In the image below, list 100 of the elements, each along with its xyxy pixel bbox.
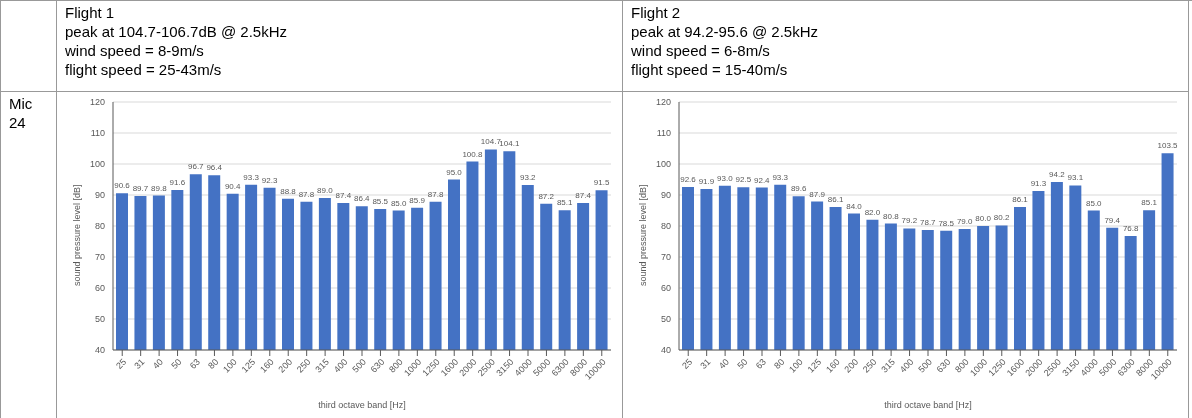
data-label: 92.6	[680, 174, 697, 184]
text: wind speed = 6-8m/s	[631, 41, 771, 60]
data-label: 87.8	[298, 189, 315, 199]
text: peak at 104.7-106.7dB @ 2.5kHz	[65, 22, 289, 41]
y-tick-label: 70	[660, 252, 671, 263]
data-label: 93.1	[1067, 173, 1084, 183]
x-axis-title: third octave band [Hz]	[318, 400, 406, 410]
y-tick-label: 110	[656, 128, 671, 139]
data-label: 87.9	[809, 189, 826, 199]
text: wind speed = 8-9m/s	[65, 41, 205, 60]
x-tick-label: 63	[187, 356, 202, 372]
data-label: 94.2	[1049, 169, 1066, 179]
data-label: 95.0	[446, 167, 463, 177]
x-tick-label: 100	[221, 356, 239, 375]
data-label: 84.0	[846, 201, 863, 211]
data-label: 85.1	[556, 198, 573, 208]
y-tick-label: 100	[655, 159, 671, 170]
x-tick-label: 125	[805, 356, 824, 375]
data-label: 87.4	[575, 191, 592, 201]
y-tick-label: 70	[94, 252, 105, 263]
data-label: 92.4	[753, 175, 771, 185]
x-tick-label: 200	[842, 356, 861, 375]
y-tick-label: 40	[660, 345, 671, 356]
y-axis-title: sound pressure level [dB]	[638, 184, 649, 286]
x-tick-label: 800	[387, 356, 405, 375]
data-label: 89.8	[151, 183, 168, 193]
x-tick-label: 100	[787, 356, 805, 375]
text: Mic 24	[9, 94, 34, 132]
y-tick-label: 90	[660, 190, 671, 201]
x-tick-label: 80	[772, 356, 787, 372]
x-tick-label: 315	[879, 356, 898, 375]
data-label: 89.6	[790, 184, 807, 194]
data-label: 96.7	[187, 162, 205, 172]
data-label: 91.6	[169, 178, 186, 188]
data-label: 96.4	[206, 163, 223, 173]
data-label: 93.2	[519, 173, 537, 183]
x-tick-label: 160	[258, 356, 276, 375]
x-tick-label: 630	[934, 356, 953, 375]
x-axis-title: third octave band [Hz]	[884, 400, 972, 410]
data-label: 91.5	[593, 178, 610, 188]
y-tick-label: 120	[655, 97, 671, 108]
x-tick-label: 800	[953, 356, 971, 375]
y-axis-title: sound pressure level [dB]	[72, 184, 83, 286]
data-label: 92.3	[261, 175, 278, 185]
data-label: 91.9	[698, 177, 715, 187]
x-tick-label: 80	[206, 356, 221, 372]
data-label: 85.5	[372, 196, 389, 206]
y-tick-label: 60	[94, 283, 105, 294]
text: peak at 94.2-95.6 @ 2.5kHz	[631, 22, 819, 41]
data-label: 88.8	[280, 186, 297, 196]
data-label: 92.5	[735, 175, 752, 185]
data-label: 86.4	[353, 194, 371, 204]
data-label: 93.0	[717, 173, 734, 183]
x-tick-label: 40	[716, 356, 732, 372]
x-tick-label: 40	[150, 356, 166, 372]
text: flight speed = 15-40m/s	[631, 60, 789, 79]
x-tick-label: 200	[276, 356, 295, 375]
data-label: 90.6	[114, 181, 131, 191]
data-label: 85.0	[390, 198, 407, 208]
data-label: 80.8	[883, 211, 900, 221]
data-label: 79.2	[901, 216, 918, 226]
data-label: 76.8	[1122, 223, 1139, 233]
data-label: 80.2	[993, 213, 1010, 223]
x-tick-label: 31	[132, 356, 147, 372]
data-label: 79.0	[956, 217, 973, 227]
x-tick-label: 25	[680, 356, 695, 372]
data-label: 87.8	[427, 189, 444, 199]
x-tick-label: 250	[294, 356, 313, 375]
data-label: 85.0	[1085, 198, 1103, 208]
y-tick-label: 110	[90, 128, 105, 139]
y-tick-label: 40	[94, 345, 105, 356]
y-tick-label: 50	[94, 314, 105, 325]
y-tick-label: 80	[660, 221, 671, 232]
x-tick-label: 500	[350, 356, 368, 375]
x-tick-label: 50	[169, 356, 184, 372]
data-label: 85.1	[1141, 198, 1158, 208]
text: flight speed = 25-43m/s	[65, 60, 223, 79]
data-label: 82.0	[864, 207, 881, 217]
data-label: 86.1	[1012, 195, 1029, 205]
data-label: 78.7	[919, 218, 937, 228]
data-label: 87.4	[335, 191, 352, 201]
y-tick-label: 60	[660, 283, 671, 294]
x-tick-label: 50	[735, 356, 750, 372]
chart-title: Flight 1	[65, 3, 116, 22]
data-label: 89.0	[317, 186, 334, 196]
data-label: 93.3	[772, 172, 789, 182]
data-label: 87.2	[538, 191, 555, 201]
y-tick-label: 80	[94, 221, 105, 232]
x-tick-label: 63	[753, 356, 768, 372]
data-label: 78.5	[938, 218, 955, 228]
y-tick-label: 100	[89, 159, 105, 170]
y-tick-label: 50	[660, 314, 671, 325]
data-label: 79.4	[1104, 215, 1121, 225]
data-label: 103.5	[1157, 141, 1179, 151]
x-tick-label: 25	[114, 356, 129, 372]
x-tick-label: 160	[824, 356, 842, 375]
data-label: 91.3	[1030, 178, 1047, 188]
data-label: 80.0	[975, 214, 992, 223]
x-tick-label: 400	[331, 356, 350, 375]
x-tick-label: 125	[239, 356, 258, 375]
